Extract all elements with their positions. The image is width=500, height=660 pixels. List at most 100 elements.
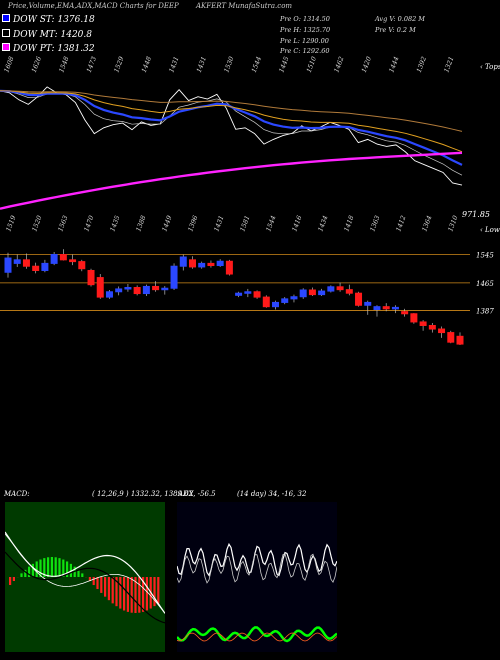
top-tick-label: 1608 [2,55,15,73]
candle-body [59,254,67,261]
macd-histogram-bar [77,569,80,577]
macd-values: ( 12,26,9 ) 1332.32, 1389.62, -56.5 [92,490,216,498]
candle-body [207,262,215,267]
macd-histogram-bar [88,577,91,582]
ohlc-open: Pre O: 1314.50 [280,15,330,23]
macd-histogram-bar [35,561,38,577]
candle-body [308,289,316,296]
candle-body [13,259,21,264]
bottom-tick-label: 1363 [368,214,381,232]
bottom-tick-label: 1412 [394,214,407,232]
macd-histogram-bar [81,573,84,577]
macd-histogram-bar [96,577,99,590]
candle-body [364,301,372,306]
macd-histogram-bar [134,577,137,613]
candle-body [4,257,12,273]
macd-histogram-bar [47,557,50,577]
bottom-tick-label: 1563 [56,214,69,232]
candle-body [69,259,77,263]
candle-body [198,262,206,268]
macd-histogram-bar [43,558,46,577]
bottom-tick-label: 1396 [186,214,199,232]
bottom-tick-label: 1434 [316,214,329,232]
legend-swatch [2,14,10,22]
macd-histogram-bar [157,577,160,604]
bottom-tick-label: 1519 [4,214,17,232]
top-tick-label: 1448 [140,55,153,73]
bottom-tick-label: 1544 [264,214,277,232]
adx-secondary-line [177,632,337,642]
candle-body [327,286,335,292]
candle-body [318,290,326,296]
candle-body [225,260,233,275]
candle-body [336,286,344,291]
macd-histogram-bar [123,577,126,611]
adx-panel [177,502,337,652]
top-tick-label: 1392 [415,55,428,73]
candle-body [345,289,353,294]
candle-body [161,287,169,291]
top-tick-label: 1431 [195,55,208,73]
chart-header-left: Price,Volume,EMA,ADX,MACD Charts for DEE… [8,2,179,10]
candle-body [447,332,455,343]
candle-body [216,260,224,267]
candle-body [41,262,49,271]
price-chart: 1545 1465 1387 1608 1626 1548 1473 1529 1448 1431… [0,55,494,345]
candle-body [133,287,141,295]
candle-body [382,306,390,310]
candle-body [290,296,298,300]
ema-mt-line [0,90,463,132]
candle-body [253,291,261,298]
macd-histogram-bar [66,561,69,577]
bottom-tick-label: 1435 [108,214,121,232]
candle-body [401,311,409,315]
candle-body [87,269,95,286]
chart-header-right: AKFERT MunafaSutra.com [196,2,293,10]
macd-histogram-bar [130,577,133,613]
candle-body [419,321,427,326]
adx-values: (14 day) 34, -16, 32 [237,490,307,498]
macd-histogram-bar [69,563,72,577]
macd-histogram-bar [24,569,27,577]
macd-histogram-bar [142,577,145,612]
macd-histogram-bar [28,566,31,577]
candle-body [373,306,381,311]
bottom-tick-label: 1470 [82,214,95,232]
macd-histogram-bar [50,557,53,577]
candle-body [142,285,150,295]
candle-body [105,291,113,298]
candle-body [391,306,399,310]
macd-histogram-bar [115,577,118,607]
bottom-tick-label: 1418 [342,214,355,232]
macd-histogram-bar [138,577,141,613]
bottom-tick-label: 1388 [134,214,147,232]
top-tick-label: 1473 [85,55,98,73]
macd-histogram-bar [153,577,156,607]
top-tick-label: 1544 [250,55,263,73]
candle-body [272,301,280,308]
candle-body [438,328,446,334]
macd-histogram-bar [31,563,34,577]
macd-histogram-bar [92,577,95,586]
price-line [0,86,463,186]
top-tick-label: 1321 [442,55,455,73]
top-tick-label: 1445 [277,55,290,73]
top-tick-label: 1444 [387,55,400,73]
macd-histogram-bar [100,577,103,593]
candle-body [244,291,252,294]
macd-histogram-bar [62,559,65,577]
legend-swatch [2,29,10,37]
bottom-tick-label: 1581 [238,214,251,232]
adx-plus-di-line [177,542,337,577]
candle-body [32,265,40,271]
candle-body [96,277,104,298]
top-tick-label: 1530 [222,55,235,73]
top-tick-label: 1548 [57,55,70,73]
macd-histogram-bar [107,577,110,601]
macd-histogram-bar [145,577,148,611]
macd-histogram-bar [20,573,23,577]
macd-histogram-bar [9,577,12,585]
ohlc-volume: Pre V: 0.2 M [375,26,416,34]
top-tick-label: 1529 [112,55,125,73]
adx-minus-di-line [177,553,337,584]
